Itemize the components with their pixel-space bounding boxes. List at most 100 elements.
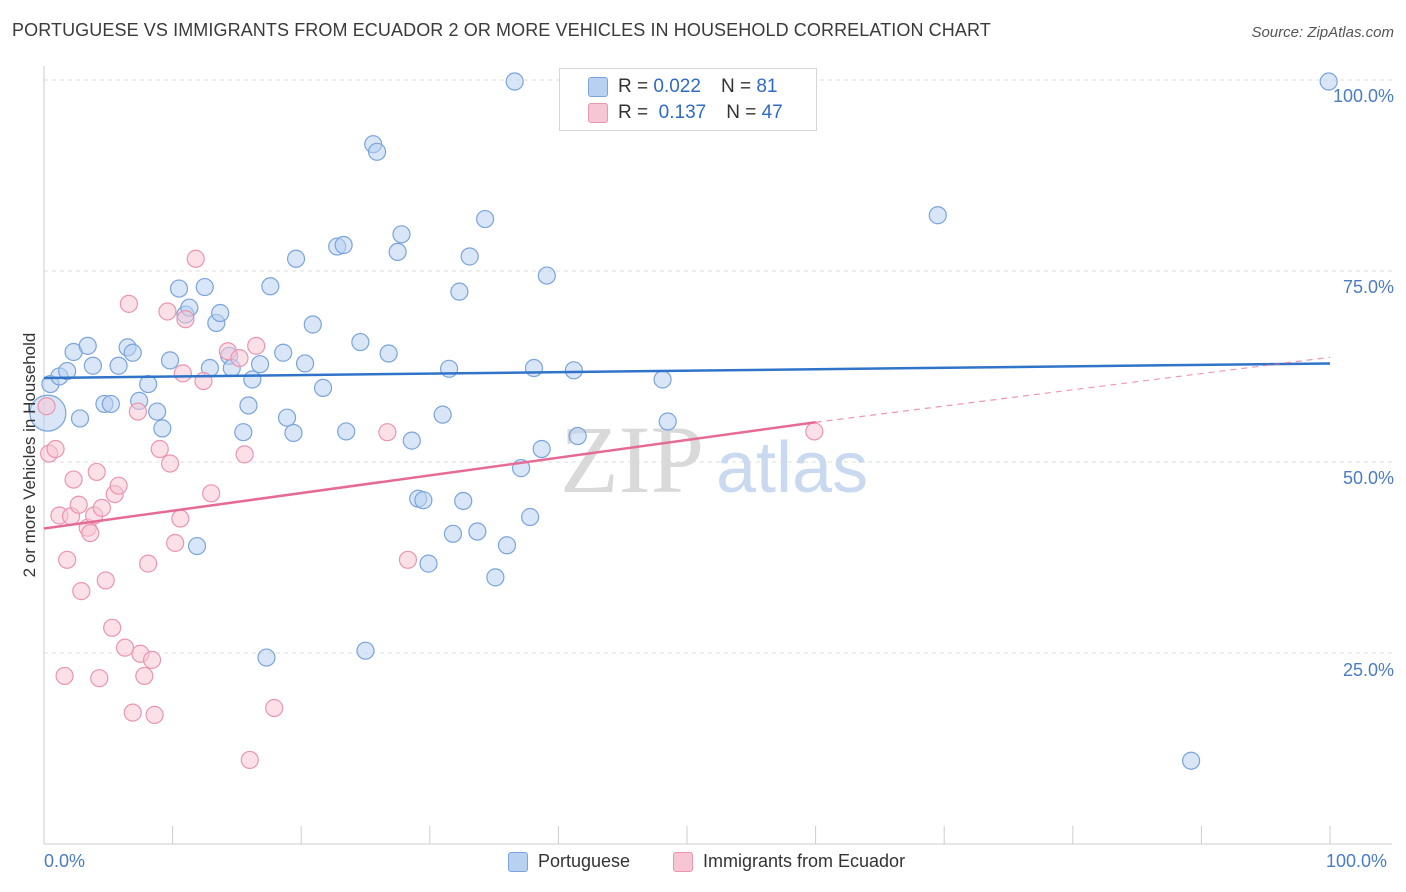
point-ecuador (805, 422, 824, 441)
trend-lines (43, 356, 1331, 530)
point-portuguese (211, 303, 230, 323)
point-ecuador (46, 439, 65, 459)
point-portuguese (261, 277, 280, 296)
legend-r-value: 0.022 (653, 76, 701, 97)
point-portuguese (334, 235, 353, 255)
bottom-legend-swatch-portuguese (508, 851, 528, 872)
point-portuguese (83, 356, 102, 375)
point-portuguese (70, 409, 90, 428)
point-portuguese (521, 507, 540, 527)
y-tick-label-25: 25.0% (1342, 660, 1394, 680)
point-portuguese (148, 402, 167, 421)
trend-line-portuguese (43, 362, 1331, 380)
point-ecuador (150, 439, 169, 459)
point-portuguese (532, 439, 551, 459)
point-ecuador (135, 666, 154, 686)
point-ecuador (72, 582, 91, 601)
point-portuguese (414, 491, 433, 510)
point-portuguese (286, 249, 306, 268)
point-ecuador (378, 423, 397, 442)
point-portuguese (109, 356, 128, 375)
point-portuguese (101, 394, 120, 414)
point-portuguese (356, 641, 375, 660)
point-ecuador (96, 571, 115, 590)
point-portuguese (153, 419, 172, 438)
point-portuguese (419, 554, 438, 573)
point-ecuador (202, 484, 221, 503)
point-portuguese (392, 225, 411, 244)
point-ecuador (160, 454, 180, 473)
point-portuguese (239, 396, 258, 415)
data-points (29, 71, 1338, 770)
point-ecuador (139, 554, 158, 573)
point-ecuador (90, 669, 109, 688)
point-portuguese (450, 282, 469, 301)
point-portuguese (568, 426, 587, 446)
chart-title: PORTUGUESE VS IMMIGRANTS FROM ECUADOR 2 … (12, 20, 991, 40)
point-portuguese (337, 422, 356, 441)
point-portuguese (277, 408, 297, 427)
trend-line-ecuador (43, 421, 816, 530)
point-portuguese (1319, 72, 1338, 91)
bottom-legend-label-ecuador: Immigrants from Ecuador (703, 851, 906, 871)
point-portuguese (439, 359, 459, 378)
y-tick-label-100: 100.0% (1332, 86, 1394, 106)
point-ecuador (92, 498, 111, 517)
x-tick-label-min: 0.0% (44, 851, 86, 871)
point-ecuador (119, 294, 138, 313)
point-portuguese (402, 431, 421, 450)
point-portuguese (257, 648, 276, 667)
legend-n-value: 81 (756, 76, 778, 97)
point-portuguese (460, 247, 479, 266)
stats-legend: R = 0.022 N = 81 R = 0.137 N = 47 (559, 68, 817, 131)
legend-r-label: R = (618, 76, 649, 97)
point-portuguese (274, 343, 293, 362)
watermark-zip: ZIP (560, 406, 704, 513)
point-ecuador (158, 302, 177, 321)
point-ecuador (64, 470, 83, 489)
point-portuguese (524, 358, 544, 378)
point-ecuador (128, 402, 147, 421)
point-ecuador (230, 348, 249, 368)
point-ecuador (171, 509, 190, 528)
point-ecuador (186, 249, 205, 268)
trend-line-ecuador-extension (815, 356, 1331, 423)
point-portuguese (433, 405, 452, 424)
point-ecuador (69, 495, 88, 514)
x-tick-label-max: 100.0% (1326, 851, 1388, 871)
point-ecuador (55, 666, 74, 686)
point-portuguese (475, 209, 495, 229)
point-portuguese (169, 279, 189, 298)
bottom-legend-swatch-ecuador (673, 851, 693, 872)
point-portuguese (486, 568, 505, 587)
watermark-atlas: atlas (716, 428, 868, 508)
legend-r-label: R = (618, 102, 649, 123)
legend-row-ecuador: R = 0.137 N = 47 (588, 102, 783, 124)
point-ecuador (109, 476, 128, 495)
point-ecuador (103, 618, 122, 637)
legend-row-portuguese: R = 0.022 N = 81 (588, 76, 778, 98)
point-portuguese (295, 354, 315, 373)
point-ecuador (81, 523, 100, 543)
point-portuguese (564, 361, 583, 380)
point-portuguese (195, 277, 214, 297)
legend-r-value: 0.137 (658, 102, 707, 123)
point-portuguese (367, 142, 387, 161)
y-tick-label-50: 50.0% (1342, 468, 1394, 488)
point-ecuador (166, 533, 185, 553)
legend-swatch-ecuador (588, 103, 608, 123)
legend-n-value: 47 (761, 102, 783, 123)
watermark: ZIP atlas (560, 406, 868, 513)
point-portuguese (303, 315, 322, 334)
y-tick-label-75: 75.0% (1342, 277, 1394, 297)
bottom-legend-ecuador: Immigrants from Ecuador (673, 851, 905, 872)
point-portuguese (443, 524, 463, 543)
point-ecuador (145, 705, 164, 724)
point-ecuador (247, 336, 266, 355)
legend-swatch-portuguese (588, 77, 608, 97)
point-ecuador (37, 397, 56, 416)
point-ecuador (115, 638, 135, 657)
point-portuguese (388, 242, 407, 261)
grid-lines (44, 79, 1392, 654)
